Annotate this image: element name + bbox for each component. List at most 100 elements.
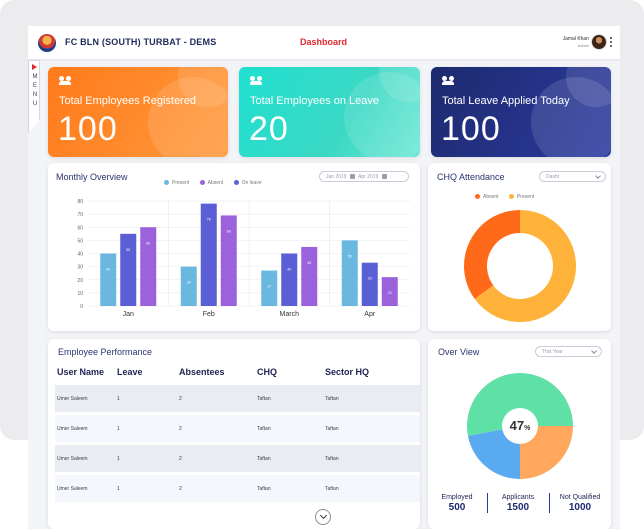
y-tick-label: 30 [77,265,83,271]
table-row[interactable]: Umer Saleem 1 2 Taftan Taftan [55,475,420,502]
divider [487,493,488,513]
bar [361,262,378,306]
monthly-bar-chart: 0 10 20 30 40 50 60 70 80 40 55 60 Jan 30 78 69 Feb 27 40 4… [77,199,410,318]
divider [549,493,550,513]
logo-icon [38,34,56,52]
bar [381,277,398,306]
stat-card-employees-registered[interactable]: Total Employees Registered 100 [48,67,228,157]
dashboard-screen: FC BLN (SOUTH) TURBAT - DEMS Dashboard J… [28,26,620,529]
pie-slice [467,429,520,479]
monthly-overview-panel: Monthly Overview Jan 2019 Apr 2019 Prese… [48,163,420,331]
employee-performance-panel: Employee Performance User Name Leave Abs… [48,339,420,529]
bar-value-label: 22 [388,291,392,295]
period-dropdown[interactable]: This Year [535,346,602,357]
y-tick-label: 0 [80,304,83,310]
bar [120,233,137,306]
bar-value-label: 27 [267,285,271,289]
stat-value: 20 [249,110,289,148]
chart-legend: Present Absent On leave [164,180,271,186]
bar [301,246,318,306]
overview-pie-chart [467,373,573,479]
y-tick-label: 80 [77,199,83,205]
app-title: FC BLN (SOUTH) TURBAT - DEMS [65,37,217,47]
bar-value-label: 60 [146,241,150,245]
bar-value-label: 55 [126,248,130,252]
users-icon [59,76,73,85]
y-tick-label: 20 [77,278,83,284]
column-header[interactable]: CHQ [257,367,277,377]
date-to: Apr 2019 [358,174,379,180]
users-icon [250,76,264,85]
x-tick-label: March [280,311,300,318]
stat-label: Total Employees Registered [59,95,196,107]
panel-title: Employee Performance [58,347,153,357]
performance-table: User Name Leave Absentees CHQ Sector HQ … [55,363,420,505]
table-header-row: User Name Leave Absentees CHQ Sector HQ [55,366,420,382]
overview-stat-value: 1500 [506,502,530,513]
overview-stat-value: 500 [448,502,466,513]
y-tick-label: 10 [77,291,83,297]
y-tick-label: 70 [77,212,83,218]
bar-value-label: 78 [207,218,211,222]
column-header[interactable]: Leave [117,367,143,377]
user-role: Admin [577,43,589,48]
x-tick-label: Jan [123,311,134,318]
table-row[interactable]: Umer Saleem 1 2 Taftan Taftan [55,385,420,412]
y-tick-label: 50 [77,238,83,244]
table-row[interactable]: Umer Saleem 1 2 Taftan Taftan [55,415,420,442]
top-bar: FC BLN (SOUTH) TURBAT - DEMS Dashboard J… [28,26,620,59]
pie-slice [467,373,573,436]
table-row[interactable]: Umer Saleem 1 2 Taftan Taftan [55,445,420,472]
stat-card-leave-applied-today[interactable]: Total Leave Applied Today 100 [431,67,611,157]
scroll-down-button[interactable] [315,509,331,525]
overview-stat-label: Applicants [501,494,535,501]
calendar-icon [381,174,387,180]
donut-slice-present [474,210,576,322]
attendance-donut-chart [464,210,576,322]
menu-toggle[interactable]: M E N U [28,60,40,134]
y-tick-label: 40 [77,252,83,258]
overview-panel: Over View This Year 47% Employed 500 App… [428,339,611,529]
column-header[interactable]: Absentees [179,367,225,377]
stat-card-employees-on-leave[interactable]: Total Employees on Leave 20 [239,67,420,157]
y-tick-label: 60 [77,225,83,231]
stat-label: Total Leave Applied Today [442,95,570,107]
bar-value-label: 50 [348,254,352,258]
date-from: Jan 2019 [326,174,347,180]
column-header[interactable]: Sector HQ [325,367,370,377]
pie-center [502,408,538,444]
bar [281,253,298,306]
users-icon [442,76,456,85]
bar-value-label: 30 [187,281,191,285]
stat-label: Total Employees on Leave [250,95,380,107]
donut-slice-absent [464,210,520,299]
overview-center-value: 47% [509,418,531,433]
stat-value: 100 [58,110,118,148]
page-title: Dashboard [300,37,348,47]
attendance-legend: Absent Present [475,194,543,200]
bar-value-label: 40 [106,268,110,272]
bar-value-label: 45 [307,261,311,265]
overview-stat-label: Employed [441,494,473,501]
x-tick-label: Apr [364,311,376,318]
bar-value-label: 40 [287,268,291,272]
avatar[interactable] [591,34,607,50]
chq-attendance-panel: CHQ Attendance Dasht Absent Present [428,163,611,331]
more-options-icon[interactable] [609,36,613,50]
bar [200,203,217,306]
sector-dropdown[interactable]: Dasht [539,171,606,182]
bar [180,266,197,306]
date-range-picker[interactable]: Jan 2019 Apr 2019 [319,171,409,182]
column-header[interactable]: User Name [57,367,105,377]
x-tick-label: Feb [203,311,215,318]
panel-title: Over View [438,347,480,357]
bar [140,227,157,306]
bar [341,240,358,306]
bar-value-label: 69 [227,229,231,233]
calendar-icon [349,174,355,180]
user-name: Jamal Khan [562,36,589,42]
overview-stat-label: Not Qualified [559,494,601,501]
pie-slice [520,426,573,479]
bar [261,270,278,306]
panel-title: CHQ Attendance [437,172,505,182]
